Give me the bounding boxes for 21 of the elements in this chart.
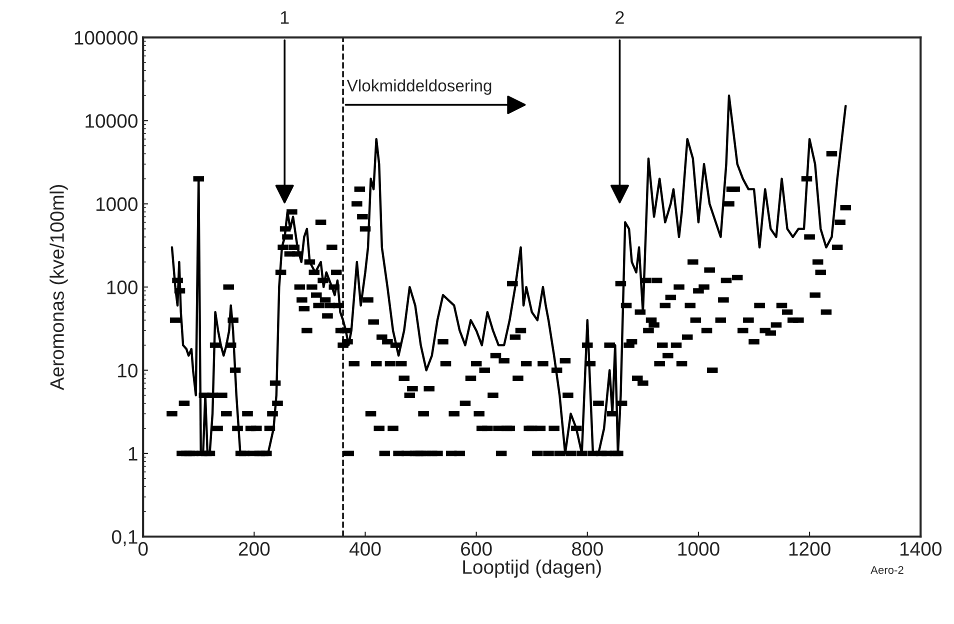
x-tick-label: 1400 — [900, 542, 942, 556]
y-tick-label: 1000 — [96, 197, 138, 212]
x-tick-label: 200 — [238, 542, 270, 556]
y-tick-label: 10 — [118, 364, 138, 378]
x-axis-title: Looptijd (dagen) — [463, 560, 601, 578]
x-tick-label: 800 — [572, 542, 603, 556]
x-tick-label: 400 — [349, 542, 381, 556]
x-tick-label: 1200 — [789, 542, 830, 556]
y-tick-label: 100 — [107, 280, 138, 294]
x-tick-label: 600 — [461, 542, 492, 556]
text: 1 — [280, 11, 289, 24]
y-axis-title: Aeromonas (kve/100ml) — [50, 185, 68, 390]
annotation: Vlokmiddeldosering — [346, 79, 492, 95]
y-tick-label: 1 — [128, 447, 138, 460]
text: Aero-2 — [870, 566, 904, 574]
x-tick-label: 0 — [138, 542, 148, 556]
y-tick-label: 10000 — [86, 114, 138, 128]
y-tick-label: 100000 — [74, 30, 138, 45]
y-tick-label: 0,1 — [112, 530, 138, 546]
x-tick-label: 1000 — [678, 542, 720, 556]
text: 2 — [616, 11, 624, 24]
